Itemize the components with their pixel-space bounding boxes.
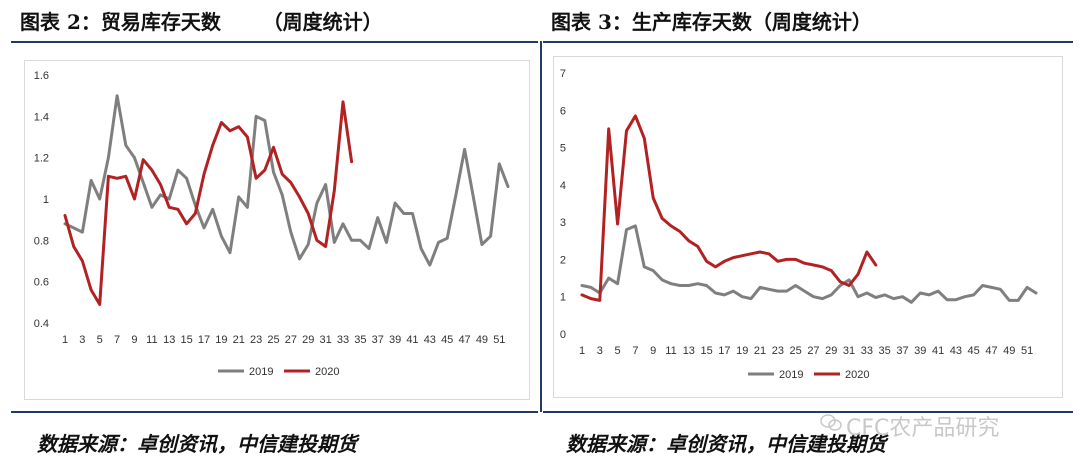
- x-tick-label: 37: [372, 334, 384, 346]
- x-tick-label: 33: [337, 334, 349, 346]
- top-rule-right: [543, 41, 1073, 43]
- x-tick-label: 51: [1021, 345, 1033, 357]
- y-tick-label: 6: [560, 105, 566, 117]
- y-tick-label: 2: [560, 254, 566, 266]
- legend-label-2019: 2019: [249, 366, 273, 378]
- left-chart-title: 图表 2：贸易库存天数 （周度统计）: [20, 10, 383, 34]
- y-tick-label: 0.4: [34, 318, 49, 330]
- x-tick-label: 7: [114, 334, 120, 346]
- x-tick-label: 13: [683, 345, 695, 357]
- x-tick-label: 25: [267, 334, 279, 346]
- x-tick-label: 7: [632, 345, 638, 357]
- series-line-2019: [63, 94, 510, 267]
- top-rule-left: [11, 41, 538, 43]
- x-tick-label: 5: [97, 334, 103, 346]
- y-tick-label: 1: [560, 292, 566, 304]
- x-tick-label: 43: [950, 345, 962, 357]
- bottom-rule-right: [543, 411, 1073, 413]
- x-tick-label: 15: [180, 334, 192, 346]
- right-chart-frame: [553, 56, 1063, 398]
- x-tick-label: 35: [879, 345, 891, 357]
- legend-label-2020: 2020: [315, 366, 339, 378]
- x-tick-label: 17: [718, 345, 730, 357]
- x-tick-label: 47: [985, 345, 997, 357]
- wechat-icon: [820, 414, 842, 431]
- x-tick-label: 9: [131, 334, 137, 346]
- x-tick-label: 31: [843, 345, 855, 357]
- x-tick-label: 41: [932, 345, 944, 357]
- x-tick-label: 11: [146, 334, 157, 346]
- y-tick-label: 4: [560, 180, 566, 192]
- series-line-2020: [63, 100, 354, 306]
- x-tick-label: 49: [1003, 345, 1015, 357]
- x-tick-label: 3: [79, 334, 85, 346]
- x-tick-label: 41: [406, 334, 418, 346]
- x-tick-label: 51: [493, 334, 505, 346]
- x-tick-label: 27: [807, 345, 819, 357]
- x-tick-label: 21: [754, 345, 766, 357]
- x-tick-label: 13: [163, 334, 175, 346]
- x-tick-label: 33: [861, 345, 873, 357]
- x-tick-label: 9: [650, 345, 656, 357]
- x-tick-label: 29: [302, 334, 314, 346]
- x-tick-label: 45: [441, 334, 453, 346]
- x-tick-label: 35: [354, 334, 366, 346]
- x-tick-label: 17: [198, 334, 210, 346]
- x-tick-label: 45: [968, 345, 980, 357]
- x-tick-label: 43: [424, 334, 436, 346]
- x-tick-label: 5: [615, 345, 621, 357]
- y-tick-label: 0.6: [34, 277, 49, 289]
- source-note-right: 数据来源：卓创资讯，中信建投期货: [566, 432, 886, 456]
- left-chart-frame: [24, 60, 530, 400]
- y-tick-label: 0.8: [34, 235, 49, 247]
- right-chart-title: 图表 3：生产库存天数（周度统计）: [551, 10, 872, 34]
- x-tick-label: 29: [825, 345, 837, 357]
- x-tick-label: 19: [215, 334, 227, 346]
- y-tick-label: 7: [560, 68, 566, 80]
- x-tick-label: 19: [736, 345, 748, 357]
- bottom-rule-left: [11, 411, 538, 413]
- panel-divider: [540, 41, 542, 412]
- source-note-left: 数据来源：卓创资讯，中信建投期货: [37, 432, 357, 456]
- watermark-text: CFC农产品研究: [846, 416, 1000, 441]
- x-tick-label: 11: [665, 345, 676, 357]
- x-tick-label: 23: [250, 334, 262, 346]
- y-tick-label: 1.4: [34, 111, 49, 123]
- x-tick-label: 37: [896, 345, 908, 357]
- x-tick-label: 39: [389, 334, 401, 346]
- x-tick-label: 39: [914, 345, 926, 357]
- series-line-2020: [580, 114, 878, 302]
- x-tick-label: 15: [701, 345, 713, 357]
- legend-label-2020: 2020: [845, 369, 869, 381]
- y-tick-label: 1.2: [34, 153, 49, 165]
- x-tick-label: 27: [285, 334, 297, 346]
- series-line-2019: [580, 224, 1038, 304]
- x-tick-label: 1: [62, 334, 68, 346]
- y-tick-label: 3: [560, 217, 566, 229]
- x-tick-label: 21: [233, 334, 245, 346]
- y-tick-label: 1.6: [34, 70, 49, 82]
- x-tick-label: 3: [597, 345, 603, 357]
- legend-label-2019: 2019: [779, 369, 803, 381]
- x-tick-label: 47: [458, 334, 470, 346]
- x-tick-label: 49: [476, 334, 488, 346]
- x-tick-label: 1: [579, 345, 585, 357]
- x-tick-label: 23: [772, 345, 784, 357]
- x-tick-label: 25: [790, 345, 802, 357]
- y-tick-label: 1: [43, 194, 49, 206]
- y-tick-label: 0: [560, 329, 566, 341]
- x-tick-label: 31: [319, 334, 331, 346]
- y-tick-label: 5: [560, 143, 566, 155]
